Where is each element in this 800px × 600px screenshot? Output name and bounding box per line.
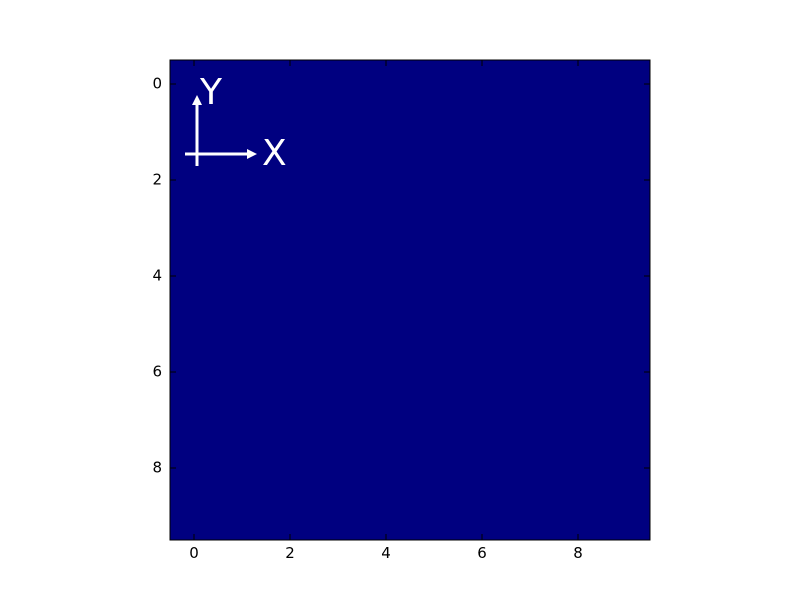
y-tick-label: 2 xyxy=(152,171,162,189)
y-tick-label: 6 xyxy=(152,363,162,381)
y-tick-label: 0 xyxy=(152,75,162,93)
axis-arrows: X Y xyxy=(185,72,287,174)
y-arrow-label: Y xyxy=(199,72,223,113)
x-axis-ticks: 0 2 4 6 8 xyxy=(189,60,583,562)
y-tick-label: 8 xyxy=(152,459,162,477)
x-tick-label: 2 xyxy=(285,544,295,562)
plot-frame xyxy=(169,59,651,541)
y-axis-ticks: 0 2 4 6 8 xyxy=(152,75,650,477)
x-arrow-label: X xyxy=(262,133,287,174)
x-tick-label: 6 xyxy=(477,544,487,562)
x-tick-label: 4 xyxy=(381,544,391,562)
x-tick-label: 8 xyxy=(573,544,583,562)
x-tick-label: 0 xyxy=(189,544,199,562)
heatmap-image xyxy=(170,60,650,540)
y-tick-label: 4 xyxy=(152,267,162,285)
